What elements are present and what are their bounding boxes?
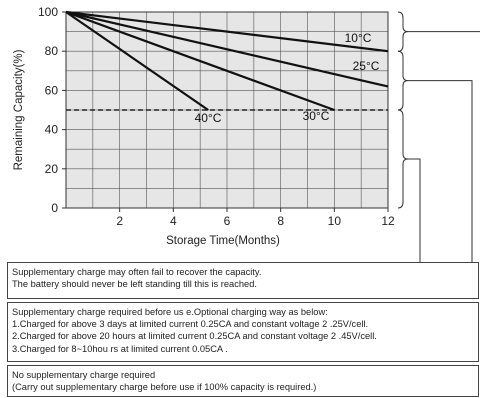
x-tick-label: 2 — [116, 214, 123, 228]
brace-middle — [397, 50, 409, 111]
x-tick-label: 12 — [381, 214, 395, 228]
x-axis-label: Storage Time(Months) — [166, 235, 280, 247]
note-c-line-2: (Carry out supplementary charge before u… — [12, 382, 317, 393]
series-label-2: 30°C — [303, 109, 330, 123]
connector-lower — [408, 158, 421, 262]
series-label-1: 25°C — [353, 59, 380, 73]
series-line-0 — [65, 10, 389, 53]
note-b-line-4: 3.Charged for 8~10hou rs at limited curr… — [12, 343, 228, 354]
y-axis-label: Remaining Capacity(%) — [13, 49, 25, 170]
note-a-line-2: The battery should never be left standin… — [12, 279, 257, 290]
note-b-line-3: 2.Charged for above 20 hours at limited … — [12, 331, 377, 342]
brace-upper — [397, 11, 409, 52]
x-tick-label: 8 — [277, 214, 284, 228]
x-tick-label: 10 — [328, 214, 342, 228]
note-box-c: No supplementary charge required (Carry … — [7, 365, 479, 397]
axes: 0 20 40 60 80 100 2 4 6 8 10 12 — [38, 5, 395, 228]
series-line-2 — [65, 10, 335, 112]
note-c-line-1: No supplementary charge required — [12, 370, 156, 380]
note-box-a: Supplementary charge may often fail to r… — [7, 262, 479, 299]
y-tick-label: 80 — [45, 44, 59, 58]
series-label-0: 10°C — [345, 31, 372, 45]
note-box-b: Supplementary charge required before us … — [7, 302, 479, 362]
connector-middle — [408, 80, 473, 262]
brace-lower — [397, 109, 409, 209]
y-tick-label: 40 — [45, 123, 59, 137]
y-tick-label: 100 — [38, 5, 58, 19]
note-b-line-2: 1.Charged for above 3 days at limited cu… — [12, 319, 369, 330]
series-line-1 — [65, 10, 389, 88]
series-line-3 — [65, 11, 209, 111]
x-tick-label: 6 — [224, 214, 231, 228]
y-tick-label: 20 — [45, 162, 59, 176]
capacity-brackets — [397, 11, 480, 262]
series-label-3: 40°C — [195, 111, 222, 125]
chart: 10°C 25°C 30°C 40°C 0 20 40 60 80 100 2 4 6 8 10 12 St… — [13, 5, 480, 262]
y-tick-label: 0 — [51, 201, 58, 215]
x-tick-label: 4 — [170, 214, 177, 228]
series-lines: 10°C 25°C 30°C 40°C — [65, 10, 389, 125]
note-b-line-1: Supplementary charge required before us … — [12, 307, 328, 317]
note-a-line-1: Supplementary charge may often fail to r… — [12, 267, 262, 277]
y-tick-label: 60 — [45, 83, 59, 97]
